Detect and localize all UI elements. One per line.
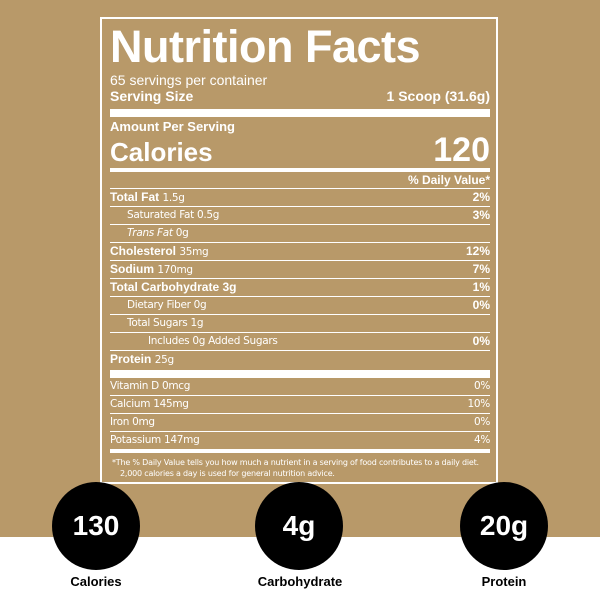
vitamin-dv: 0% [473, 380, 490, 392]
nutrient-dv: 12% [465, 244, 490, 258]
nutrient-row: Total Carbohydrate 3g 1% [110, 278, 490, 296]
serving-size-value: 1 Scoop (31.6g) [386, 88, 490, 104]
nutrient-amount: 0g [193, 299, 207, 311]
vitamin-text: Potassium 147mg [110, 434, 200, 446]
nutrient-row: Total Sugars 1g [110, 314, 490, 332]
nutrient-amount: 35mg [179, 246, 209, 258]
footnote: *The % Daily Value tells you how much a … [110, 457, 490, 479]
nutrient-amount: 3g [222, 280, 237, 294]
nutrient-name: Total Sugars [127, 317, 188, 329]
protein-badge: 20g [460, 482, 548, 570]
nutrient-amount: 1g [190, 317, 204, 329]
carbohydrate-badge: 4g [255, 482, 343, 570]
daily-value-header: % Daily Value* [407, 173, 490, 187]
vitamin-text: Vitamin D 0mcg [110, 380, 191, 392]
vitamin-text: Calcium 145mg [110, 398, 189, 410]
nutrient-row: Dietary Fiber 0g 0% [110, 296, 490, 314]
vitamin-row: Iron 0mg 0% [110, 413, 490, 431]
nutrient-amount: 0g [175, 227, 189, 239]
badge-value: 130 [72, 510, 120, 541]
footnote-line: *The % Daily Value tells you how much a … [112, 458, 479, 467]
nutrient-name: Total Carbohydrate [110, 280, 220, 294]
nutrient-name: Protein [110, 352, 152, 366]
nutrient-dv: 7% [472, 262, 490, 276]
nutrient-amount: 170mg [157, 264, 193, 276]
nutrient-dv: 1% [472, 280, 490, 294]
nutrient-amount: 25g [154, 354, 174, 366]
nutrient-row: Cholesterol 35mg 12% [110, 242, 490, 260]
nutrient-dv: 2% [472, 190, 490, 204]
nutrient-name: Dietary Fiber [127, 299, 191, 311]
nutrient-name: Includes 0g Added Sugars [148, 335, 278, 347]
serving-size-label: Serving Size [110, 88, 194, 104]
protein-badge-label: Protein [481, 574, 527, 589]
nutrient-row: Saturated Fat 0.5g 3% [110, 206, 490, 224]
nutrient-dv: 0% [472, 334, 490, 348]
nutrition-facts-panel: Nutrition Facts 65 servings per containe… [100, 17, 498, 484]
nutrient-row: Trans Fat 0g [110, 224, 490, 242]
calories-badge: 130 [52, 482, 140, 570]
nutrient-amount: 0.5g [196, 209, 220, 221]
servings-per-container: 65 servings per container [110, 72, 268, 88]
nutrient-dv: 3% [472, 208, 490, 222]
nutrition-title: Nutrition Facts [110, 21, 421, 72]
nutrient-dv: 0% [472, 298, 490, 312]
nutrient-row: Sodium 170mg 7% [110, 260, 490, 278]
vitamin-row: Calcium 145mg 10% [110, 395, 490, 413]
badge-value: 4g [282, 510, 316, 541]
nutrient-row: Includes 0g Added Sugars 0% [110, 332, 490, 350]
amount-per-serving: Amount Per Serving [110, 119, 235, 134]
nutrient-amount: 1.5g [162, 192, 185, 204]
nutrient-row: Total Fat 1.5g 2% [110, 188, 490, 206]
nutrition-label: Nutrition Facts 65 servings per containe… [110, 19, 490, 479]
nutrient-row: Protein 25g [110, 350, 490, 368]
vitamin-row: Potassium 147mg 4% [110, 431, 490, 449]
badge-value: 20g [479, 510, 529, 541]
nutrient-name: Cholesterol [110, 244, 177, 258]
calories-label: Calories [110, 137, 213, 167]
vitamin-row: Vitamin D 0mcg 0% [110, 378, 490, 395]
divider-medium [110, 168, 490, 172]
vitamin-dv: 10% [467, 398, 491, 410]
vitamin-text: Iron 0mg [110, 416, 155, 428]
footnote-line: 2,000 calories a day is used for general… [120, 469, 335, 478]
vitamin-dv: 0% [473, 416, 490, 428]
divider-thick [110, 109, 490, 117]
nutrient-name: Trans Fat [127, 227, 173, 239]
carbohydrate-badge-label: Carbohydrate [257, 574, 343, 589]
nutrient-name: Saturated Fat [127, 209, 194, 221]
calories-row: Calories 120 [110, 131, 490, 169]
nutrient-name: Total Fat [110, 190, 160, 204]
nutrient-name: Sodium [110, 262, 154, 276]
divider-thick [110, 370, 490, 378]
vitamin-dv: 4% [473, 434, 490, 446]
calories-badge-label: Calories [70, 574, 122, 589]
calories-value: 120 [433, 131, 490, 169]
serving-size-row: Serving Size 1 Scoop (31.6g) [110, 88, 490, 109]
divider-medium [110, 449, 490, 453]
